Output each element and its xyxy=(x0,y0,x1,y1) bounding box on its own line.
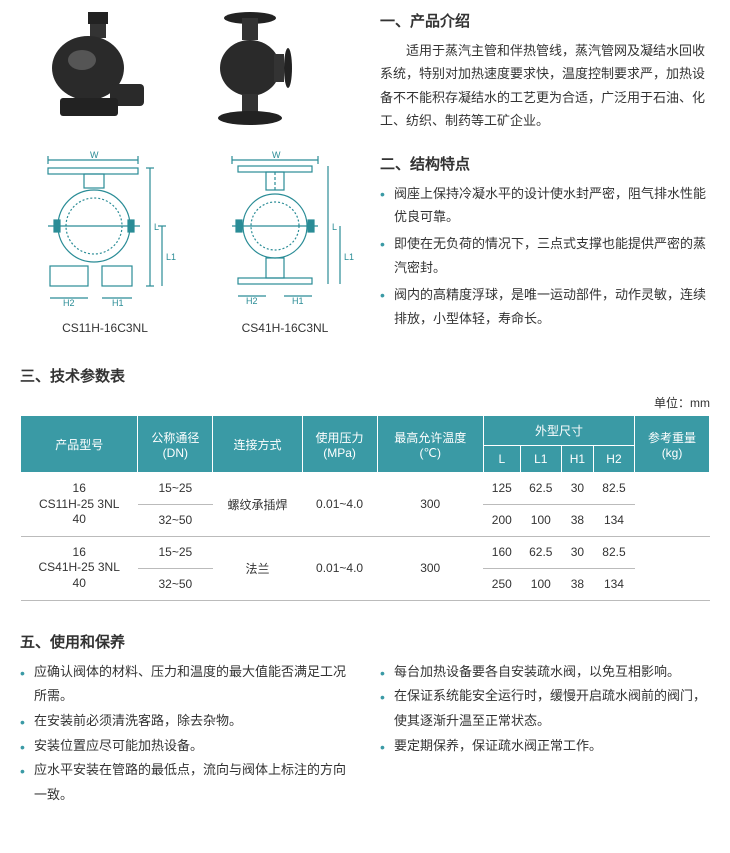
section-3-title: 三、技术参数表 xyxy=(20,365,710,386)
product-photo-1 xyxy=(40,10,160,130)
cell-H2: 82.5 xyxy=(593,536,634,568)
dim-l-2: L xyxy=(332,222,337,232)
diagram-1-block: W L L1 H2 H1 CS11H-16C3NL xyxy=(30,150,180,335)
images-column: W L L1 H2 H1 CS11H-16C3NL xyxy=(20,10,360,335)
cell-temp: 300 xyxy=(377,536,483,600)
th-conn: 连接方式 xyxy=(213,416,302,473)
top-section: W L L1 H2 H1 CS11H-16C3NL xyxy=(20,10,710,335)
dim-l: L xyxy=(154,222,159,232)
feature-list: 阀座上保持冷凝水平的设计使水封严密，阻气排水性能优良可靠。 即使在无负荷的情况下… xyxy=(380,182,710,330)
cell-L: 160 xyxy=(483,536,520,568)
th-H1: H1 xyxy=(561,446,593,473)
dim-w: W xyxy=(90,150,99,160)
cell-L1: 100 xyxy=(520,504,561,536)
dim-h1: H1 xyxy=(112,298,124,308)
cell-H2: 82.5 xyxy=(593,473,634,505)
cell-H2: 134 xyxy=(593,568,634,600)
maint-item: 安装位置应尽可能加热设备。 xyxy=(20,734,350,759)
diagram-2: W L L1 H2 H1 xyxy=(210,150,360,310)
th-press: 使用压力 (MPa) xyxy=(302,416,377,473)
cell-model: 16 CS41H-25 3NL 40 xyxy=(21,536,138,600)
spec-table: 产品型号 公称通径 (DN) 连接方式 使用压力 (MPa) 最高允许温度 (℃… xyxy=(20,415,710,601)
th-dn: 公称通径 (DN) xyxy=(138,416,213,473)
cell-L1: 62.5 xyxy=(520,536,561,568)
dim-h2: H2 xyxy=(63,298,75,308)
product-photos xyxy=(20,10,360,130)
dim-h1-2: H1 xyxy=(292,296,304,306)
dim-l1: L1 xyxy=(166,252,176,262)
dim-l1-2: L1 xyxy=(344,252,354,262)
th-H2: H2 xyxy=(593,446,634,473)
table-unit: 单位：mm xyxy=(20,394,710,411)
cell-temp: 300 xyxy=(377,473,483,537)
cell-H1: 38 xyxy=(561,568,593,600)
maint-item: 应确认阀体的材料、压力和温度的最大值能否满足工况所需。 xyxy=(20,660,350,709)
cell-dn: 15~25 xyxy=(138,473,213,505)
table-row: 16 CS41H-25 3NL 40 15~25 法兰 0.01~4.0 300… xyxy=(21,536,710,568)
maint-left: 应确认阀体的材料、压力和温度的最大值能否满足工况所需。 在安装前必须清洗客路，除… xyxy=(20,660,350,808)
table-row: 16 CS11H-25 3NL 40 15~25 螺纹承插焊 0.01~4.0 … xyxy=(21,473,710,505)
cell-press: 0.01~4.0 xyxy=(302,473,377,537)
diagram-1-label: CS11H-16C3NL xyxy=(30,321,180,335)
maint-item: 在保证系统能安全运行时，缓慢开启疏水阀前的阀门，使其逐渐升温至正常状态。 xyxy=(380,684,710,733)
feature-item: 阀内的高精度浮球，是唯一运动部件，动作灵敏，连续排放，小型体轻，寿命长。 xyxy=(380,283,710,330)
cell-L: 200 xyxy=(483,504,520,536)
maint-item: 每台加热设备要各自安装疏水阀，以免互相影响。 xyxy=(380,660,710,685)
cell-L: 125 xyxy=(483,473,520,505)
section-2-title: 二、结构特点 xyxy=(380,153,710,174)
cell-weight xyxy=(635,473,710,537)
cell-L1: 62.5 xyxy=(520,473,561,505)
cell-dn: 32~50 xyxy=(138,504,213,536)
dim-w-2: W xyxy=(272,150,281,160)
th-temp: 最高允许温度 (℃) xyxy=(377,416,483,473)
section-1-title: 一、产品介绍 xyxy=(380,10,710,31)
cell-conn: 法兰 xyxy=(213,536,302,600)
cell-L: 250 xyxy=(483,568,520,600)
cell-conn: 螺纹承插焊 xyxy=(213,473,302,537)
th-L: L xyxy=(483,446,520,473)
section-1-body: 适用于蒸汽主管和伴热管线，蒸汽管网及凝结水回收系统，特别对加热速度要求快，温度控… xyxy=(380,39,710,133)
cell-H1: 30 xyxy=(561,473,593,505)
cell-press: 0.01~4.0 xyxy=(302,536,377,600)
th-weight: 参考重量 (kg) xyxy=(635,416,710,473)
th-model: 产品型号 xyxy=(21,416,138,473)
cell-dn: 15~25 xyxy=(138,536,213,568)
feature-item: 即使在无负荷的情况下，三点式支撑也能提供严密的蒸汽密封。 xyxy=(380,232,710,279)
cell-weight xyxy=(635,536,710,600)
cell-H1: 30 xyxy=(561,536,593,568)
cell-model: 16 CS11H-25 3NL 40 xyxy=(21,473,138,537)
cell-dn: 32~50 xyxy=(138,568,213,600)
maint-item: 应水平安装在管路的最低点，流向与阀体上标注的方向一致。 xyxy=(20,758,350,807)
diagram-2-label: CS41H-16C3NL xyxy=(210,321,360,335)
th-dims: 外型尺寸 xyxy=(483,416,634,446)
text-column: 一、产品介绍 适用于蒸汽主管和伴热管线，蒸汽管网及凝结水回收系统，特别对加热速度… xyxy=(380,10,710,335)
cell-H1: 38 xyxy=(561,504,593,536)
feature-item: 阀座上保持冷凝水平的设计使水封严密，阻气排水性能优良可靠。 xyxy=(380,182,710,229)
section-5-title: 五、使用和保养 xyxy=(20,631,710,652)
maintenance-columns: 应确认阀体的材料、压力和温度的最大值能否满足工况所需。 在安装前必须清洗客路，除… xyxy=(20,660,710,808)
maint-item: 在安装前必须清洗客路，除去杂物。 xyxy=(20,709,350,734)
cell-L1: 100 xyxy=(520,568,561,600)
th-L1: L1 xyxy=(520,446,561,473)
dimension-diagrams: W L L1 H2 H1 CS11H-16C3NL xyxy=(20,150,360,335)
cell-H2: 134 xyxy=(593,504,634,536)
product-photo-2 xyxy=(190,10,310,130)
dim-h2-2: H2 xyxy=(246,296,258,306)
diagram-1: W L L1 H2 H1 xyxy=(30,150,180,310)
maint-right: 每台加热设备要各自安装疏水阀，以免互相影响。 在保证系统能安全运行时，缓慢开启疏… xyxy=(380,660,710,808)
diagram-2-block: W L L1 H2 H1 CS41H-16C3NL xyxy=(210,150,360,335)
maint-item: 要定期保养，保证疏水阀正常工作。 xyxy=(380,734,710,759)
